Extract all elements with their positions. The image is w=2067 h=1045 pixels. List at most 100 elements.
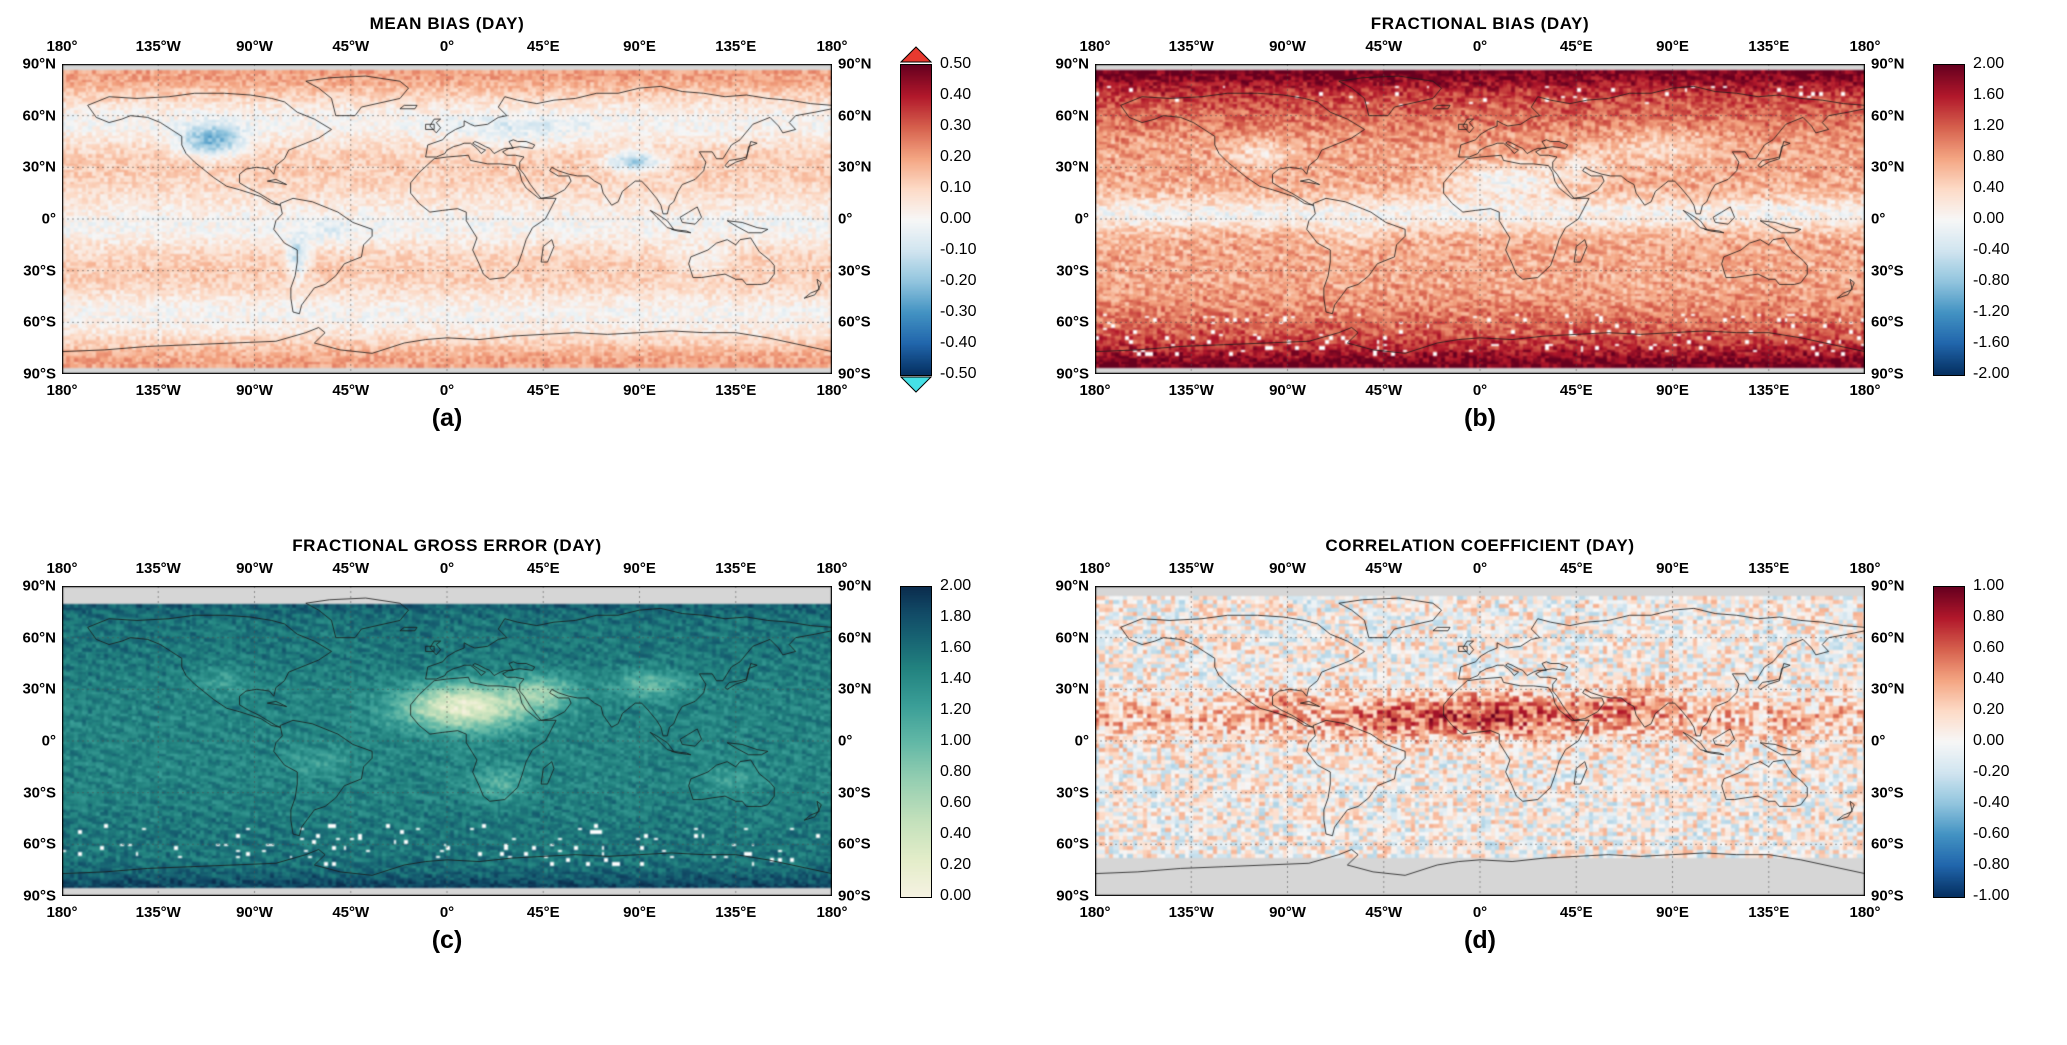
colorbar-tick-label: 0.00 [1973, 732, 2005, 749]
lon-tick-label-top: 90°E [1656, 560, 1689, 577]
lon-tick-label-top: 90°E [623, 560, 656, 577]
lat-tick-label-right: 90°N [1871, 577, 1905, 595]
lat-tick-label-right: 90°S [838, 365, 871, 383]
colorbar-tick-label: 0.60 [940, 794, 972, 811]
colorbar-tick-label: 1.20 [940, 701, 972, 718]
lon-tick-label-top: 180° [1849, 38, 1881, 55]
lon-tick-label-bottom: 180° [46, 904, 78, 921]
lon-tick-label-bottom: 90°W [236, 382, 273, 399]
lon-tick-label-bottom: 90°E [623, 382, 656, 399]
lon-tick-label-bottom: 90°E [623, 904, 656, 921]
lat-tick-label-left: 30°S [23, 784, 56, 802]
panel-d: CORRELATION COEFFICIENT (DAY) (d) 180° 18… [1033, 522, 2067, 1045]
lat-tick-label-right: 30°S [838, 784, 871, 802]
lat-tick-label-right: 60°S [838, 313, 871, 331]
colorbar-tick-label: 0.40 [940, 86, 972, 103]
lat-tick-label-right: 60°N [838, 629, 872, 647]
map-canvas [62, 586, 832, 896]
panel-b: FRACTIONAL BIAS (DAY) (b) 180° 180° 135°W 1… [1033, 0, 2067, 522]
lon-tick-label-top: 135°E [1748, 38, 1790, 55]
lat-tick-label-left: 90°N [1055, 55, 1089, 73]
colorbar-tick-label: 0.80 [940, 763, 972, 780]
lon-tick-label-top: 90°W [236, 560, 273, 577]
panel-a: MEAN BIAS (DAY) (a) 180° 180° 135°W 135°W 90… [0, 0, 1033, 522]
lat-tick-label-left: 30°S [23, 262, 56, 280]
lon-tick-label-bottom: 0° [1472, 904, 1488, 921]
colorbar-tick-label: 0.40 [940, 825, 972, 842]
lon-tick-label-top: 45°E [526, 38, 560, 55]
lat-tick-label-right: 90°N [1871, 55, 1905, 73]
lat-tick-label-left: 60°S [1056, 835, 1089, 853]
lat-tick-label-left: 30°S [1056, 262, 1089, 280]
panel-letter: (a) [431, 404, 463, 432]
lon-tick-label-bottom: 135°W [1168, 382, 1214, 399]
map-canvas [1095, 586, 1865, 896]
colorbar-tick-label: 0.20 [1973, 701, 2005, 718]
panel-title: FRACTIONAL BIAS (DAY) [1370, 14, 1590, 33]
map-canvas [1095, 64, 1865, 374]
lat-tick-label-right: 30°S [838, 262, 871, 280]
lat-tick-label-left: 60°S [1056, 313, 1089, 331]
lat-tick-label-left: 30°N [1055, 158, 1089, 176]
colorbar-tick-label: 0.00 [940, 210, 972, 227]
lon-tick-label-bottom: 135°E [1748, 904, 1790, 921]
colorbar-tick-label: -1.60 [1973, 334, 2010, 351]
lon-tick-label-bottom: 0° [1472, 382, 1488, 399]
lat-tick-label-left: 30°S [1056, 784, 1089, 802]
lon-tick-label-top: 45°E [1559, 560, 1593, 577]
lat-tick-label-left: 60°S [23, 835, 56, 853]
lon-tick-label-bottom: 180° [1079, 382, 1111, 399]
lon-tick-label-bottom: 180° [1079, 904, 1111, 921]
lon-tick-label-top: 135°W [1168, 38, 1214, 55]
lat-tick-label-right: 90°S [838, 887, 871, 905]
colorbar-tick-label: 1.00 [1973, 577, 2005, 594]
colorbar-tick-label: 0.00 [1973, 210, 2005, 227]
lat-tick-label-right: 0° [1871, 210, 1886, 228]
lon-tick-label-bottom: 180° [816, 904, 848, 921]
lat-tick-label-left: 90°N [1055, 577, 1089, 595]
lon-tick-label-top: 180° [1079, 38, 1111, 55]
lat-tick-label-left: 30°N [22, 680, 56, 698]
lon-tick-label-top: 90°W [1269, 38, 1306, 55]
lat-tick-label-left: 60°N [22, 107, 56, 125]
lat-tick-label-left: 90°S [23, 365, 56, 383]
lon-tick-label-top: 45°E [526, 560, 560, 577]
lon-tick-label-top: 45°W [332, 560, 370, 577]
lat-tick-label-left: 30°N [22, 158, 56, 176]
lat-tick-label-right: 90°N [838, 55, 872, 73]
colorbar-tick-label: -1.20 [1973, 303, 2010, 320]
lat-tick-label-left: 30°N [1055, 680, 1089, 698]
lon-tick-label-top: 90°W [236, 38, 273, 55]
lat-tick-label-right: 30°S [1871, 262, 1904, 280]
colorbar-tick-label: -0.20 [1973, 763, 2010, 780]
lat-tick-label-right: 60°N [1871, 107, 1905, 125]
lat-tick-label-left: 60°N [1055, 629, 1089, 647]
lon-tick-label-top: 45°W [1365, 560, 1403, 577]
lon-tick-label-top: 180° [46, 38, 78, 55]
panel-title: MEAN BIAS (DAY) [369, 14, 525, 33]
colorbar-tick-label: 1.00 [940, 732, 972, 749]
lat-tick-label-left: 0° [41, 732, 56, 750]
lat-tick-label-left: 90°S [1056, 365, 1089, 383]
lat-tick-label-left: 60°S [23, 313, 56, 331]
lat-tick-label-right: 60°S [838, 835, 871, 853]
panel-letter: (c) [431, 926, 463, 954]
lon-tick-label-bottom: 0° [439, 382, 455, 399]
lon-tick-label-bottom: 90°E [1656, 382, 1689, 399]
lat-tick-label-right: 90°S [1871, 365, 1904, 383]
lon-tick-label-top: 135°E [715, 38, 757, 55]
lon-tick-label-top: 135°E [1748, 560, 1790, 577]
lat-tick-label-left: 60°N [22, 629, 56, 647]
lat-tick-label-right: 30°S [1871, 784, 1904, 802]
lon-tick-label-bottom: 180° [46, 382, 78, 399]
colorbar-tick-label: 0.00 [940, 887, 972, 904]
colorbar-gradient [1933, 64, 1965, 376]
lon-tick-label-top: 0° [439, 38, 455, 55]
colorbar-tick-label: 1.20 [1973, 117, 2005, 134]
lon-tick-label-bottom: 135°E [1748, 382, 1790, 399]
lon-tick-label-top: 135°W [135, 38, 181, 55]
map-canvas [62, 64, 832, 374]
lon-tick-label-top: 45°W [332, 38, 370, 55]
colorbar-gradient [1933, 586, 1965, 898]
colorbar-under-arrow [900, 376, 932, 393]
